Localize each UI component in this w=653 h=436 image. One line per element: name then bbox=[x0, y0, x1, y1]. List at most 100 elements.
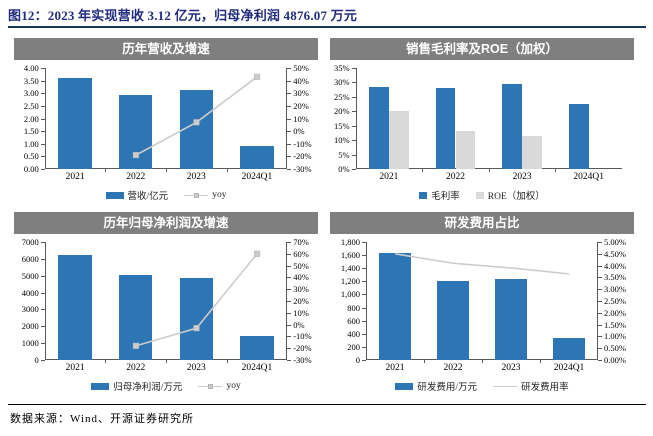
y-axis-tick-label: 2.00 bbox=[23, 113, 39, 124]
y2-axis-tick-label: 20% bbox=[293, 100, 309, 111]
chart-netprofit-growth: 7000 6000 5000 4000 3000 2000 1000 0 70% 60% 50% 40… bbox=[14, 234, 318, 393]
y-axis-tick bbox=[351, 125, 356, 127]
legend-swatch bbox=[475, 191, 484, 199]
y-axis-tick-label: 5% bbox=[338, 149, 350, 160]
y2-axis-tick bbox=[287, 242, 292, 243]
y-axis-tick bbox=[40, 343, 45, 345]
x-axis-category-label: 2021 bbox=[65, 172, 85, 182]
y2-axis-tick bbox=[287, 336, 292, 338]
legend-swatch bbox=[105, 191, 124, 199]
y2-axis-tick bbox=[598, 277, 602, 279]
y-axis-tick-label: 1.50 bbox=[23, 126, 39, 137]
y-axis-tick bbox=[40, 118, 45, 120]
y-axis-tick-label: 1.00 bbox=[23, 138, 39, 149]
y-axis-tick bbox=[40, 275, 45, 277]
y-axis-tick-label: 35% bbox=[334, 63, 350, 73]
chart-bar bbox=[179, 277, 213, 360]
y2-axis-tick bbox=[287, 156, 292, 158]
data-source: 数据来源：Wind、开源证券研究所 bbox=[10, 413, 194, 425]
y-axis-tick bbox=[40, 326, 45, 328]
y2-axis-tick bbox=[287, 324, 292, 326]
panel-header-rd: 研发费用占比 bbox=[330, 212, 634, 234]
legend-label: yoy bbox=[226, 381, 241, 391]
legend-item: 归母净利润/万元 bbox=[91, 379, 182, 393]
legend-swatch bbox=[395, 382, 414, 390]
y2-axis-tick-label: 50% bbox=[293, 260, 309, 271]
y-axis-tick-label: 15% bbox=[334, 120, 350, 131]
y-axis-tick bbox=[362, 333, 366, 335]
chart-legend: 归母净利润/万元 yoy bbox=[14, 379, 318, 393]
y-axis-tick bbox=[362, 268, 366, 270]
legend-line-swatch bbox=[198, 383, 223, 390]
legend-item: ROE（加权） bbox=[475, 188, 545, 202]
x-axis-category-label: 2024Q1 bbox=[553, 363, 585, 373]
y-axis-tick-label: 200 bbox=[347, 341, 360, 352]
legend-item: 研发费用/万元 bbox=[395, 379, 477, 393]
chart-bar bbox=[568, 104, 589, 169]
y-axis-tick bbox=[351, 111, 356, 113]
legend-item: yoy bbox=[198, 381, 241, 391]
y2-axis-tick-label: 10% bbox=[293, 307, 309, 318]
chart-bar bbox=[495, 279, 527, 360]
y2-axis-tick-label: 0% bbox=[293, 126, 305, 137]
y2-axis-tick-label: 0.00% bbox=[604, 355, 626, 365]
y-axis-tick-label: 3.00 bbox=[23, 88, 39, 99]
y2-axis-tick-label: 60% bbox=[293, 248, 309, 259]
chart-legend: 毛利率 ROE（加权） bbox=[330, 188, 634, 202]
y-axis-tick-label: 1,600 bbox=[340, 250, 360, 261]
y2-axis-tick-label: 70% bbox=[293, 237, 309, 247]
legend-line-marker bbox=[207, 383, 213, 389]
x-axis-category-label: 2023 bbox=[501, 363, 521, 373]
y2-axis-tick bbox=[287, 131, 292, 133]
y-axis-tick bbox=[362, 242, 366, 243]
chart-legend: 研发费用/万元 研发费用率 bbox=[330, 379, 634, 393]
chart-bar bbox=[240, 335, 274, 360]
y2-axis-tick-label: 30% bbox=[293, 284, 309, 295]
chart-bar bbox=[437, 280, 469, 360]
y-axis-tick-label: 1000 bbox=[21, 338, 39, 349]
y-axis-tick bbox=[362, 294, 366, 296]
y-axis-tick-label: 20% bbox=[334, 106, 350, 117]
legend-line-swatch bbox=[184, 192, 209, 199]
y2-axis-tick bbox=[287, 265, 292, 267]
y2-axis-tick bbox=[287, 68, 292, 69]
trend-line-svg bbox=[132, 250, 260, 349]
x-axis-tick bbox=[540, 360, 541, 363]
y-axis-tick-label: 800 bbox=[347, 302, 360, 313]
y-axis-tick bbox=[351, 82, 356, 84]
chart-margin-roe: 35% 30% 25% 20% 15% 10% 5% 0% 2021 2022 2023 2024Q1… bbox=[330, 60, 634, 202]
chart-rd-expense: 1,800 1,600 1,400 1,200 1,000 800 600 400 200 0 5.… bbox=[330, 234, 634, 393]
x-axis-category-label: 2022 bbox=[126, 363, 146, 373]
plot-area bbox=[366, 242, 598, 360]
y-axis-tick bbox=[362, 255, 366, 257]
chart-bar bbox=[379, 253, 411, 360]
panel-netprofit-growth: 历年归母净利润及增速 7000 6000 5000 4000 3000 2000 1000 0… bbox=[14, 212, 318, 393]
y-axis-tick-label: 6000 bbox=[21, 253, 39, 264]
legend-line bbox=[493, 385, 518, 388]
y-axis-tick-label: 1,400 bbox=[340, 263, 360, 274]
x-axis-category-label: 2021 bbox=[65, 363, 85, 373]
y2-axis-tick-label: 3.00% bbox=[604, 284, 626, 295]
panel-header-revenue: 历年营收及增速 bbox=[14, 38, 318, 60]
x-axis-category-label: 2021 bbox=[385, 363, 405, 373]
y-axis-tick-label: 0 bbox=[355, 355, 360, 365]
y2-axis-tick bbox=[287, 169, 292, 170]
chart-bar bbox=[368, 86, 389, 169]
y2-axis-tick bbox=[598, 336, 602, 338]
source-divider bbox=[8, 404, 646, 405]
y2-axis-tick bbox=[287, 105, 292, 107]
y-axis-tick bbox=[40, 156, 45, 158]
legend-label: 归母净利润/万元 bbox=[113, 383, 183, 393]
x-axis-category-label: 2022 bbox=[445, 172, 465, 182]
y2-axis-tick bbox=[287, 277, 292, 279]
panel-header-margin-roe: 销售毛利率及ROE（加权） bbox=[330, 38, 634, 60]
y-axis-tick-label: 400 bbox=[347, 328, 360, 339]
chart-bar bbox=[240, 145, 274, 169]
y-axis-tick-label: 7000 bbox=[21, 237, 39, 247]
y2-axis-tick bbox=[287, 93, 292, 95]
y2-axis-tick bbox=[287, 289, 292, 291]
y-axis-tick-label: 600 bbox=[347, 315, 360, 326]
y-axis-tick-label: 3.50 bbox=[23, 75, 39, 86]
y-axis-tick bbox=[362, 360, 366, 361]
